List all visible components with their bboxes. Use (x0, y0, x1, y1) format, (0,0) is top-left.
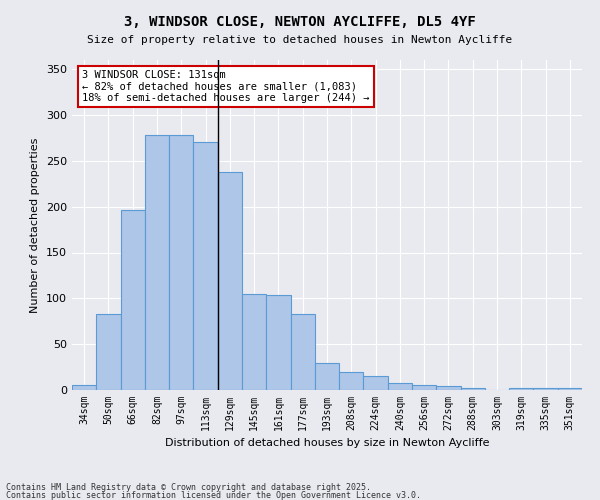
Bar (461, 388, 485, 390)
Bar (242, 294, 266, 390)
Bar (558, 388, 582, 390)
Bar (412, 384, 436, 390)
Bar (218, 172, 242, 390)
Bar (509, 388, 533, 390)
Bar (121, 210, 145, 390)
Bar (436, 386, 461, 390)
Text: Contains public sector information licensed under the Open Government Licence v3: Contains public sector information licen… (6, 490, 421, 500)
Text: 3, WINDSOR CLOSE, NEWTON AYCLIFFE, DL5 4YF: 3, WINDSOR CLOSE, NEWTON AYCLIFFE, DL5 4… (124, 15, 476, 29)
Bar (72, 386, 96, 390)
Bar (315, 362, 339, 390)
Bar (96, 314, 121, 390)
Bar (364, 376, 388, 390)
Bar (388, 382, 412, 390)
Bar (145, 135, 169, 390)
Text: Size of property relative to detached houses in Newton Aycliffe: Size of property relative to detached ho… (88, 35, 512, 45)
Bar (290, 314, 315, 390)
Bar (533, 388, 558, 390)
Text: 3 WINDSOR CLOSE: 131sqm
← 82% of detached houses are smaller (1,083)
18% of semi: 3 WINDSOR CLOSE: 131sqm ← 82% of detache… (82, 70, 370, 103)
Text: Contains HM Land Registry data © Crown copyright and database right 2025.: Contains HM Land Registry data © Crown c… (6, 483, 371, 492)
Bar (169, 135, 193, 390)
Bar (193, 142, 218, 390)
X-axis label: Distribution of detached houses by size in Newton Aycliffe: Distribution of detached houses by size … (165, 438, 489, 448)
Bar (266, 294, 290, 390)
Bar (339, 372, 364, 390)
Y-axis label: Number of detached properties: Number of detached properties (31, 138, 40, 312)
